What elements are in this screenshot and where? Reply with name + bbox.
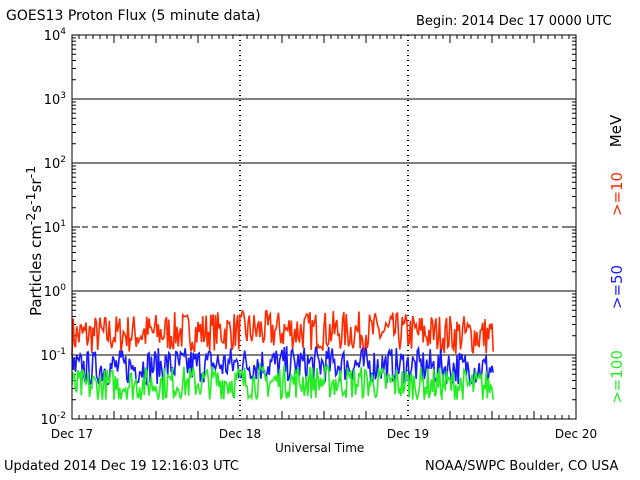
begin-time: Begin: 2014 Dec 17 0000 UTC bbox=[416, 14, 612, 29]
series-line-ge10 bbox=[71, 309, 494, 356]
series-line-ge100 bbox=[71, 362, 494, 402]
x-tick-labels: Dec 17 Dec 18 Dec 19 Dec 20 bbox=[51, 427, 597, 441]
legend-ge50: >=50 bbox=[608, 264, 626, 310]
y-tick-label: 100 bbox=[44, 283, 67, 300]
unit-label: MeV bbox=[607, 114, 625, 148]
y-tick-label: 10-2 bbox=[40, 411, 66, 428]
legend-ge10: >=10 bbox=[608, 171, 626, 217]
y-tick-label: 104 bbox=[44, 27, 67, 44]
x-tick-label: Dec 20 bbox=[555, 427, 597, 441]
y-tick-label: 102 bbox=[44, 155, 66, 172]
y-tick-label: 103 bbox=[44, 91, 66, 108]
series-layer bbox=[71, 309, 494, 402]
chart-title: GOES13 Proton Flux (5 minute data) bbox=[6, 8, 261, 24]
plot-frame bbox=[71, 34, 577, 420]
y-tick-labels: 10-2 10-1 100 101 102 103 104 bbox=[40, 27, 66, 428]
credit-text: NOAA/SWPC Boulder, CO USA bbox=[425, 459, 619, 474]
legend-ge100: >=100 bbox=[608, 350, 626, 404]
y-tick-label: 101 bbox=[44, 219, 66, 236]
x-tick-label: Dec 18 bbox=[219, 427, 261, 441]
y-axis-label: Particles cm-2s-1sr-1 bbox=[23, 165, 45, 317]
x-tick-label: Dec 19 bbox=[387, 427, 429, 441]
x-axis-label: Universal Time bbox=[275, 441, 365, 455]
series-line-ge50 bbox=[71, 345, 494, 387]
updated-timestamp: Updated 2014 Dec 19 12:16:03 UTC bbox=[4, 459, 239, 474]
x-tick-label: Dec 17 bbox=[51, 427, 93, 441]
y-tick-label: 10-1 bbox=[40, 347, 66, 364]
